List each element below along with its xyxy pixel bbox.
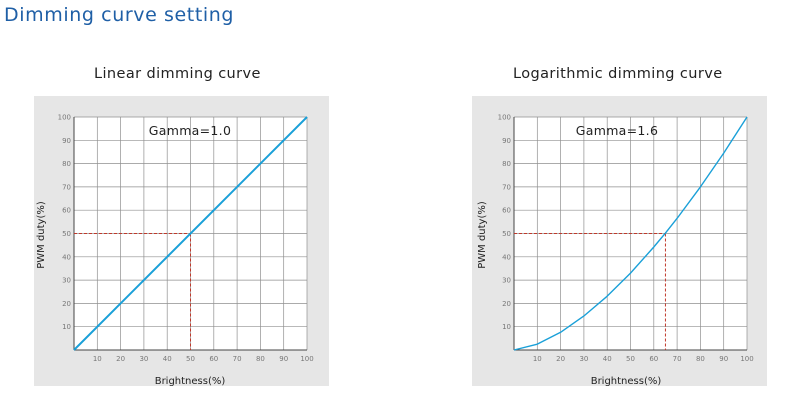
x-tick-label: 10 [533,355,542,363]
x-tick-label: 30 [139,355,148,363]
y-tick-label: 90 [502,137,511,145]
gamma-annotation: Gamma=1.6 [576,123,658,138]
logarithmic-chart: 10 20 30 40 50 60 70 80 90 100 10 20 30 40 50 60 70 80 90 1… [472,96,767,387]
y-tick-label: 70 [62,183,71,191]
x-tick-label: 50 [626,355,635,363]
x-tick-label: 60 [649,355,658,363]
x-tick-label: 80 [256,355,265,363]
y-tick-label: 40 [502,253,511,261]
x-tick-label: 20 [116,355,125,363]
x-tick-label: 90 [719,355,728,363]
y-axis-title: PWM duty(%) [477,201,488,269]
x-tick-label: 40 [163,355,172,363]
y-tick-label: 30 [502,277,511,285]
y-tick-label: 50 [62,230,71,238]
y-tick-label: 100 [58,114,71,122]
linear-chart: 10 20 30 40 50 60 70 80 90 100 10 20 30 40 50 60 70 80 90 1… [34,96,329,387]
x-tick-label: 90 [279,355,288,363]
x-axis-title: Brightness(%) [591,376,662,387]
chart-title-linear: Linear dimming curve [94,66,261,82]
y-tick-label: 80 [502,160,511,168]
y-tick-label: 20 [62,300,71,308]
y-tick-label: 90 [62,137,71,145]
dimming-curve-line [73,116,308,351]
x-tick-label: 100 [740,355,753,363]
y-tick-label: 10 [502,323,511,331]
x-tick-label: 10 [93,355,102,363]
chart-title-logarithmic: Logarithmic dimming curve [513,66,723,82]
x-tick-label: 30 [579,355,588,363]
y-tick-label: 40 [62,253,71,261]
x-tick-label: 60 [209,355,218,363]
x-tick-label: 70 [673,355,682,363]
y-tick-label: 60 [62,207,71,215]
y-tick-label: 70 [502,183,511,191]
y-axis-title: PWM duty(%) [36,201,47,269]
x-tick-label: 80 [696,355,705,363]
x-tick-label: 40 [603,355,612,363]
y-tick-label: 60 [502,207,511,215]
x-tick-label: 100 [300,355,313,363]
gamma-annotation: Gamma=1.0 [149,123,231,138]
y-tick-label: 100 [498,114,511,122]
y-tick-label: 10 [62,323,71,331]
x-tick-label: 70 [233,355,242,363]
x-axis-title: Brightness(%) [155,376,226,387]
x-tick-label: 50 [186,355,195,363]
y-tick-label: 30 [62,277,71,285]
y-tick-label: 50 [502,230,511,238]
x-tick-label: 20 [556,355,565,363]
y-tick-label: 80 [62,160,71,168]
page-heading: Dimming curve setting [4,4,235,26]
y-tick-label: 20 [502,300,511,308]
dimming-curve-line [513,116,748,351]
